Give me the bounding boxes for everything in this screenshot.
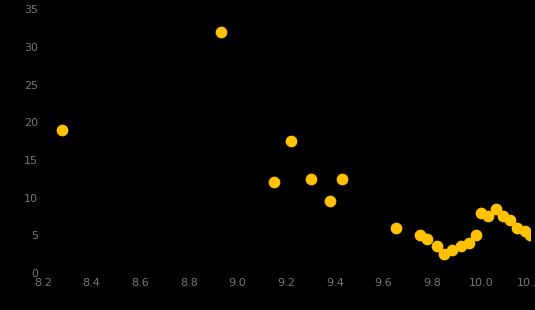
Point [521, 229, 529, 234]
Point [477, 210, 485, 215]
Point [457, 244, 466, 249]
Point [338, 176, 347, 181]
Point [58, 127, 66, 132]
Point [392, 225, 400, 230]
Point [287, 139, 295, 144]
Point [484, 214, 493, 219]
Point [506, 218, 515, 223]
Point [525, 233, 534, 238]
Point [440, 251, 449, 256]
Point [447, 248, 456, 253]
Point [270, 180, 278, 185]
Point [326, 199, 334, 204]
Point [464, 240, 473, 245]
Point [513, 225, 522, 230]
Point [307, 176, 315, 181]
Point [216, 29, 225, 34]
Point [433, 244, 441, 249]
Point [491, 206, 500, 211]
Point [499, 214, 507, 219]
Point [416, 233, 424, 238]
Point [472, 233, 480, 238]
Point [423, 237, 432, 241]
